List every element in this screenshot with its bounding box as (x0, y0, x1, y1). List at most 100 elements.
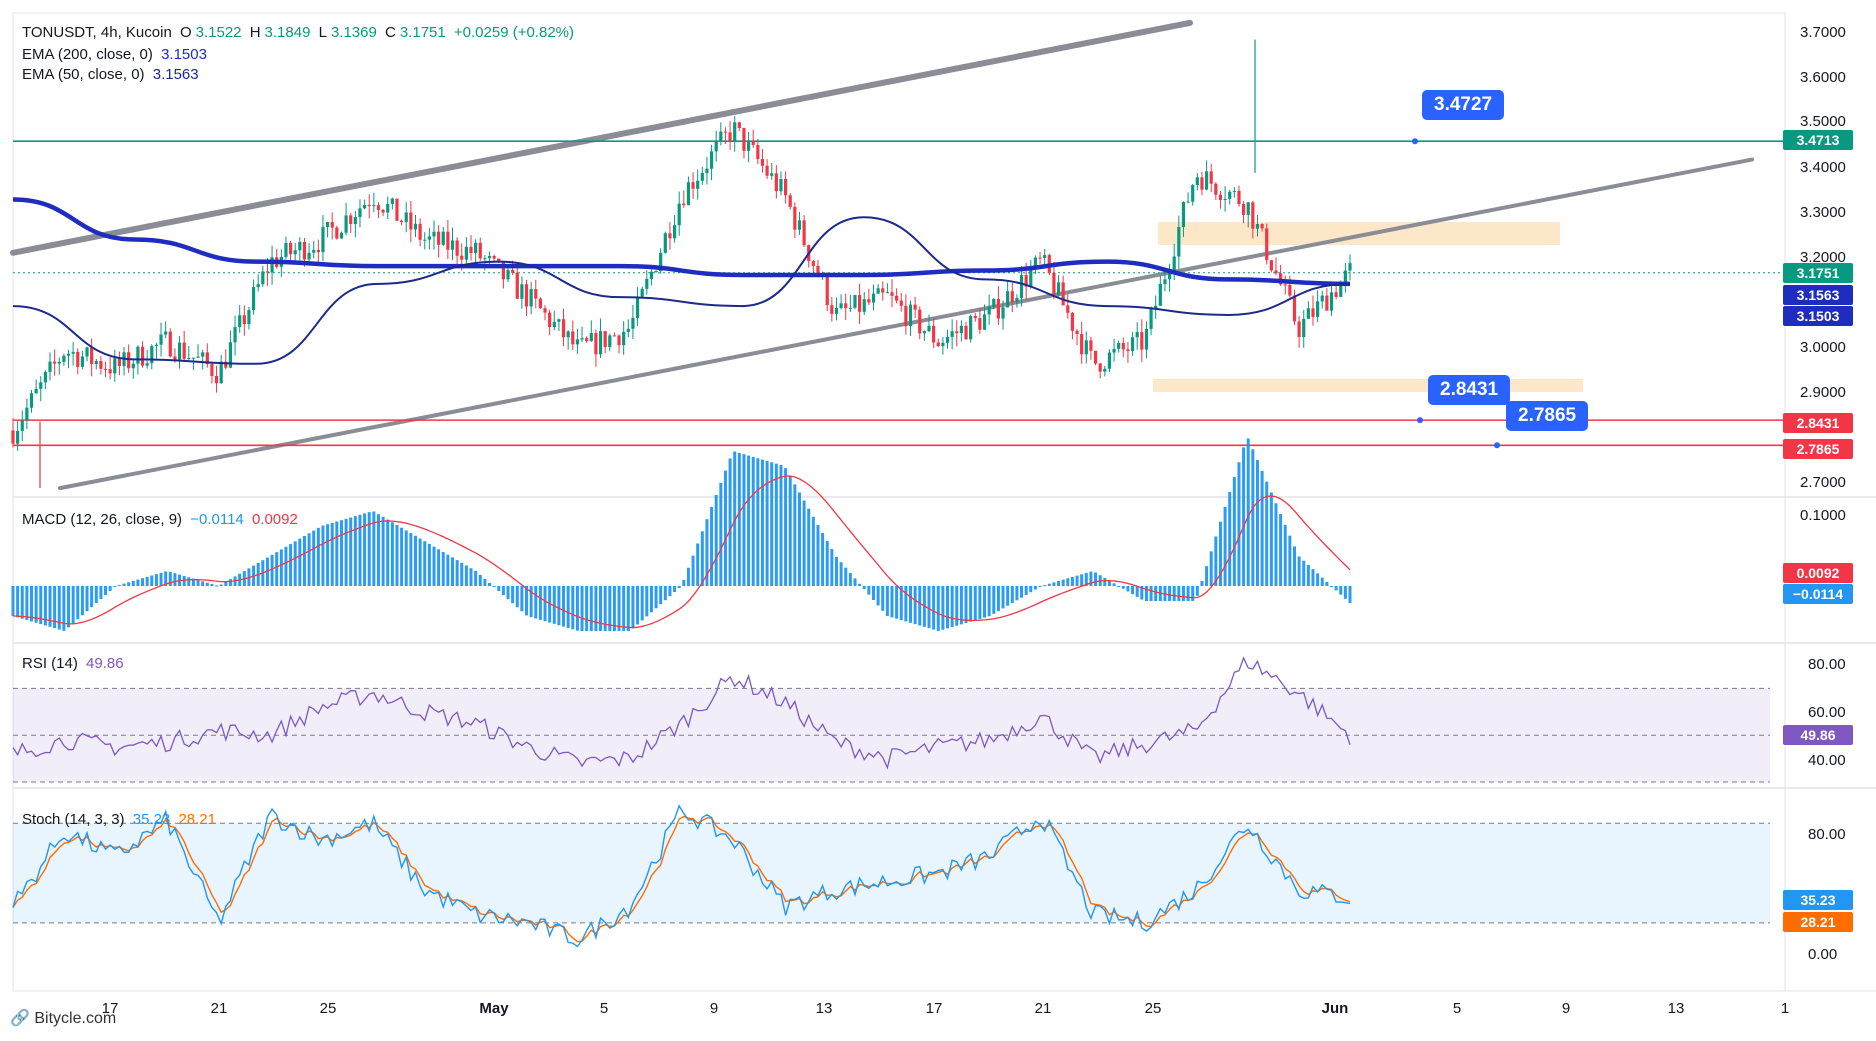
ema200-line (12, 197, 1351, 287)
macd-histogram-bar (423, 541, 427, 586)
rsi-legend[interactable]: RSI (14) 49.86 (22, 655, 128, 672)
candle-body (1084, 340, 1088, 355)
candle-body (1241, 204, 1246, 215)
macd-histogram-bar (312, 530, 316, 586)
macd-histogram-bar (973, 586, 977, 621)
macd-histogram-bar (1218, 521, 1222, 586)
macd-signal-value: 0.0092 (251, 511, 298, 528)
macd-histogram-bar (113, 586, 117, 587)
macd-histogram-bar (964, 586, 968, 624)
candle-body (1075, 330, 1079, 335)
candle-body (839, 303, 843, 308)
candle-body (29, 393, 34, 408)
macd-legend[interactable]: MACD (12, 26, close, 9) −0.0114 0.0092 (22, 511, 302, 528)
macd-histogram-bar (413, 535, 417, 586)
macd-histogram-bar (895, 586, 899, 619)
close-label: C (385, 24, 396, 41)
candle-body (904, 305, 908, 327)
candle-body (779, 179, 783, 192)
candle-body (1306, 308, 1310, 319)
macd-histogram-bar (1043, 585, 1047, 587)
candle-body (210, 364, 214, 376)
candle-body (700, 172, 704, 181)
macd-histogram-bar (636, 586, 640, 625)
candle-body (1343, 270, 1347, 282)
candle-body (90, 347, 94, 365)
macd-value: −0.0114 (190, 511, 244, 528)
ema200-legend[interactable]: EMA (200, close, 0) 3.1503 (22, 46, 211, 63)
candle-body (1237, 190, 1241, 205)
macd-histogram-bar (705, 519, 709, 586)
stoch-label: Stoch (14, 3, 3) (22, 811, 125, 828)
macd-histogram-bar (289, 544, 293, 586)
candle-body (1112, 348, 1116, 353)
macd-histogram-bar (1094, 572, 1098, 586)
macd-histogram-bar (62, 586, 66, 631)
macd-histogram-bar (932, 586, 936, 630)
macd-histogram-bar (603, 586, 607, 631)
candle-body (261, 271, 265, 285)
macd-histogram-bar (349, 517, 353, 586)
candle-body (585, 338, 589, 342)
macd-histogram-bar (686, 567, 690, 586)
macd-histogram-bar (293, 541, 297, 586)
ema50-legend[interactable]: EMA (50, close, 0) 3.1563 (22, 66, 203, 83)
support1-callout[interactable]: 2.8431 (1428, 375, 1511, 405)
candle-body (1121, 342, 1125, 350)
candle-body (418, 223, 422, 240)
price-axis-label: 3.4000 (1800, 159, 1846, 176)
macd-histogram-bar (881, 586, 885, 611)
macd-histogram-bar (1172, 586, 1176, 601)
candle-body (1140, 332, 1144, 350)
candle-body (1019, 275, 1024, 299)
macd-histogram-bar (196, 579, 200, 586)
stoch-legend[interactable]: Stoch (14, 3, 3) 35.23 28.21 (22, 811, 220, 828)
candle-body (941, 342, 945, 347)
macd-histogram-bar (122, 583, 126, 586)
macd-histogram-bar (154, 574, 158, 586)
macd-histogram-bar (1015, 586, 1019, 601)
macd-histogram-bar (279, 549, 283, 586)
candle-body (1144, 328, 1149, 350)
candle-body (603, 331, 607, 348)
macd-histogram-bar (612, 586, 616, 631)
candle-body (654, 271, 658, 273)
macd-histogram-bar (164, 571, 168, 586)
candle-body (191, 357, 196, 359)
candle-body (640, 288, 644, 297)
candle-body (696, 180, 700, 189)
candle-body (598, 331, 603, 355)
candle-body (1218, 194, 1223, 200)
brand-watermark[interactable]: 🔗 Bitycle.com (10, 1008, 116, 1028)
candle-body (1320, 295, 1324, 302)
candle-body (423, 239, 427, 241)
macd-histogram-bar (57, 586, 61, 630)
candle-body (1191, 185, 1195, 202)
stoch-k-line (12, 804, 1351, 948)
macd-histogram-bar (1070, 576, 1074, 586)
macd-histogram-bar (1232, 477, 1236, 586)
macd-histogram-bar (1200, 581, 1204, 586)
candle-body (136, 346, 140, 364)
candle-body (1265, 228, 1269, 261)
candle-body (612, 335, 617, 337)
candle-body (1126, 349, 1130, 352)
macd-histogram-bar (821, 532, 825, 586)
candle-body (691, 182, 695, 189)
resistance-callout[interactable]: 3.4727 (1422, 90, 1505, 120)
candle-body (918, 309, 922, 334)
macd-histogram-bar (959, 586, 963, 625)
macd-histogram-bar (1006, 586, 1010, 606)
macd-histogram-bar (1191, 586, 1195, 601)
symbol-legend[interactable]: TONUSDT, 4h, Kucoin O 3.1522 H 3.1849 L 3.1… (22, 24, 578, 41)
support2-callout[interactable]: 2.7865 (1506, 401, 1589, 431)
macd-histogram-bar (946, 586, 950, 629)
macd-histogram-bar (848, 573, 852, 586)
candle-body (330, 222, 334, 228)
candle-body (1260, 224, 1264, 229)
candle-body (1163, 279, 1167, 284)
macd-histogram-bar (839, 562, 843, 586)
rsi-value-tag: 49.86 (1783, 725, 1853, 745)
macd-histogram-bar (899, 586, 903, 621)
